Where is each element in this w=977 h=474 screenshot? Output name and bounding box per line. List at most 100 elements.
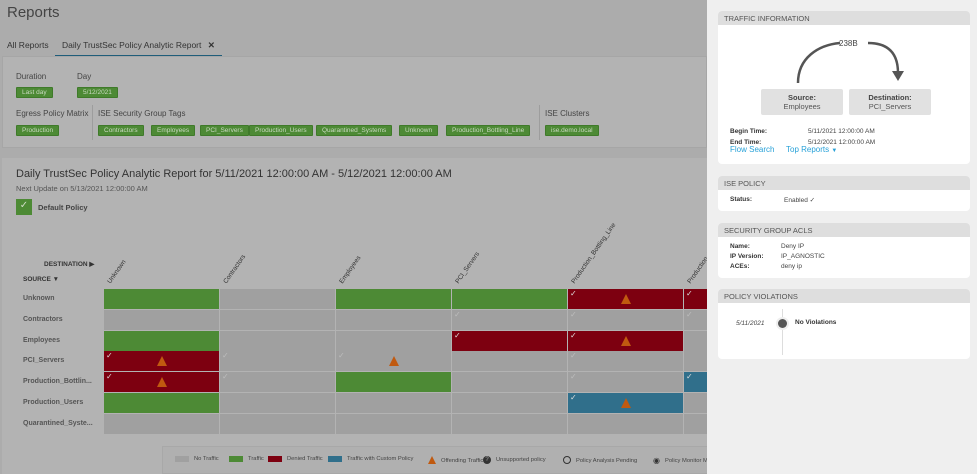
matrix-cell[interactable]: ✓ [568,372,683,393]
sgt-chip[interactable]: Production_Bottling_Line [446,125,531,136]
matrix-cell[interactable] [684,330,707,351]
legend-swatch [268,456,282,462]
source-axis-label[interactable]: SOURCE ▼ [23,276,59,283]
destination-label: Destination: [868,93,912,102]
destination-value: PCI_Servers [868,102,912,111]
warning-icon [156,377,167,388]
cluster-chip[interactable]: ise.demo.local [545,125,599,136]
check-icon: ✓ [570,309,577,319]
legend-label: Denied Traffic [287,456,323,462]
flow-arrow-icon [796,41,904,84]
source-value: Employees [783,102,821,111]
matrix-cell[interactable] [684,413,707,434]
destination-axis-label[interactable]: DESTINATION ▶ [44,260,94,268]
timeline-dot-icon [778,319,787,328]
flow-search-link[interactable]: Flow Search [730,145,775,154]
matrix-cell[interactable]: ✓ [452,330,567,351]
card-header: POLICY VIOLATIONS [718,289,970,303]
matrix-cell[interactable] [452,393,567,413]
matrix-cell[interactable]: ✓ [220,372,335,393]
matrix-cell[interactable] [336,413,451,434]
matrix-cell[interactable]: ✓ [104,351,219,372]
matrix-cell[interactable] [684,393,707,413]
violation-date: 5/11/2021 [736,320,765,327]
end-time-label: End Time: [730,139,762,146]
matrix-cell[interactable] [220,393,335,413]
egress-chip[interactable]: Production [16,125,60,136]
matrix-cell[interactable]: ✓ [336,351,451,372]
duration-label: Duration [16,72,47,81]
matrix-cell[interactable] [104,393,219,413]
warning-icon [156,356,167,367]
matrix-cell[interactable] [104,413,219,434]
security-group-acls-card: SECURITY GROUP ACLS Name: Deny IP IP Ver… [718,223,970,278]
matrix-cell[interactable] [220,330,335,351]
day-chip[interactable]: 5/12/2021 [77,87,118,98]
matrix-cell[interactable]: ✓ [568,351,683,372]
matrix-cell[interactable] [336,372,451,393]
matrix-cell[interactable]: ✓ [568,289,683,309]
sgt-chip[interactable]: Quarantined_Systems [316,125,393,136]
matrix-cell[interactable]: ✓ [684,309,707,330]
end-time-value: 5/12/2021 12:00:00 AM [808,139,876,146]
matrix-cell[interactable]: ✓ [568,393,683,413]
caret-right-icon: ▶ [89,261,95,268]
tab-daily-trustsec-report[interactable]: Daily TrustSec Policy Analytic Report ✕ [55,40,222,57]
matrix-cell[interactable] [336,330,451,351]
top-reports-label: Top Reports [786,145,830,154]
matrix-cell[interactable] [104,330,219,351]
check-icon: ✓ [106,351,113,361]
matrix-cell[interactable] [336,309,451,330]
top-reports-dropdown[interactable]: Top Reports ▼ [786,145,837,154]
timeline-line [782,309,783,355]
matrix-cell[interactable]: ✓ [104,372,219,393]
matrix-cell[interactable]: ✓ [220,351,335,372]
legend-item: Traffic with Custom Policy [328,456,413,462]
row-header: Production_Bottlin... [23,378,92,386]
matrix-cell[interactable] [104,289,219,309]
matrix-cell[interactable]: ✓ [684,372,707,393]
destination-box[interactable]: Destination: PCI_Servers [849,89,931,115]
matrix-cell[interactable] [452,413,567,434]
sgt-chip[interactable]: PCI_Servers [200,125,249,136]
caret-down-icon: ▼ [52,276,60,283]
filter-panel: Duration Day Last day 5/12/2021 Egress P… [2,56,707,148]
matrix-cell[interactable] [452,351,567,372]
acl-name-value: Deny IP [781,243,805,250]
matrix-cell[interactable] [220,289,335,309]
matrix-cell[interactable] [336,393,451,413]
check-icon: ✓ [686,309,693,319]
row-header: PCI_Servers [23,357,65,365]
matrix-cell[interactable] [452,289,567,309]
tab-all-reports[interactable]: All Reports [7,40,49,50]
matrix-cell[interactable] [104,309,219,330]
matrix-cell[interactable] [220,413,335,434]
check-icon: ✓ [338,351,345,361]
sgt-chip[interactable]: Contractors [98,125,144,136]
legend-label: Offending Traffic [441,458,484,464]
legend-item: Denied Traffic [268,456,323,462]
matrix-cell[interactable]: ✓ [568,309,683,330]
matrix-cell[interactable] [220,309,335,330]
sgt-chip[interactable]: Unknown [399,125,439,136]
duration-chip[interactable]: Last day [16,87,53,98]
matrix-cell[interactable] [336,289,451,309]
policy-violations-card: POLICY VIOLATIONS 5/11/2021 No Violation… [718,289,970,359]
warning-icon [388,356,399,367]
matrix-cell[interactable] [452,372,567,393]
close-icon[interactable]: ✕ [207,40,215,50]
matrix-cell[interactable]: ✓ [684,289,707,309]
legend-label: No Traffic [194,456,219,462]
matrix-cell[interactable] [684,351,707,372]
warning-icon [428,456,436,466]
matrix-cell[interactable] [568,413,683,434]
check-icon: ✓ [222,372,229,382]
sgt-chip[interactable]: Production_Users [249,125,313,136]
legend-label: Traffic [248,456,264,462]
row-header: Contractors [23,315,63,323]
sgt-chip[interactable]: Employees [151,125,196,136]
source-box[interactable]: Source: Employees [761,89,843,115]
matrix-cell[interactable]: ✓ [452,309,567,330]
matrix-cell[interactable]: ✓ [568,330,683,351]
day-label: Day [77,72,92,81]
